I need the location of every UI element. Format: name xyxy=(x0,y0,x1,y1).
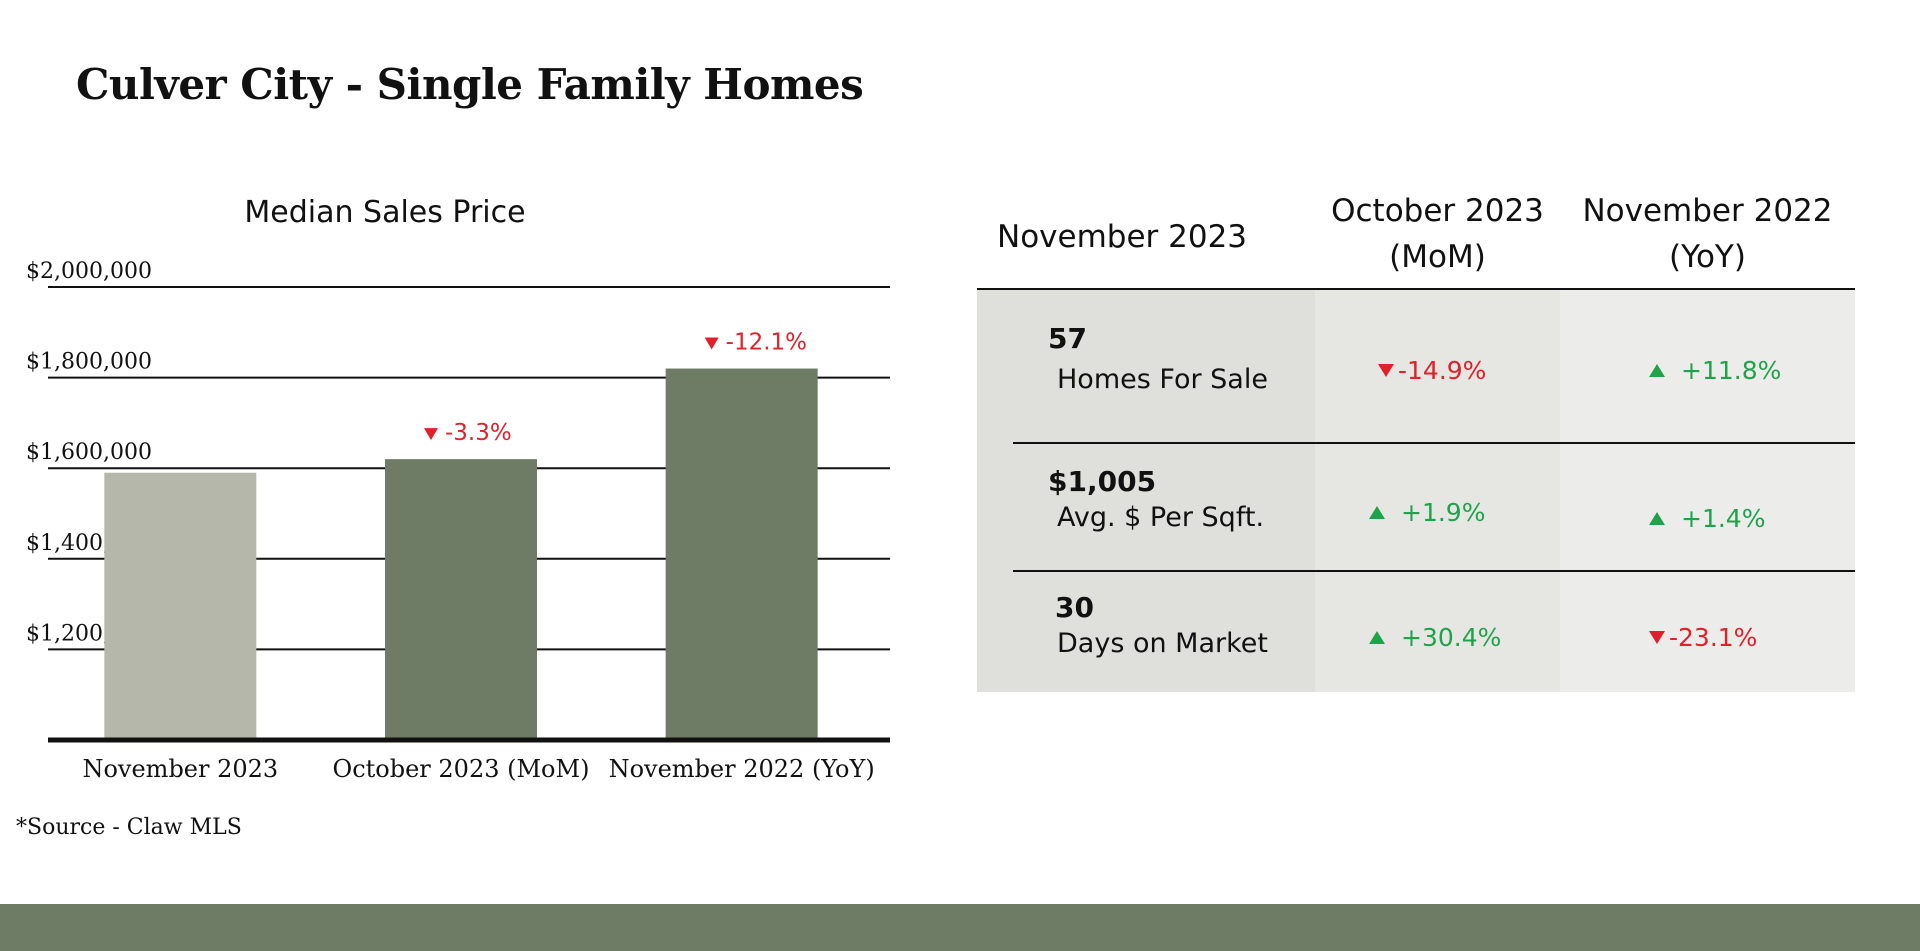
bar xyxy=(104,472,257,740)
avg-price-per-sqft-label: Avg. $ Per Sqft. xyxy=(1057,502,1265,533)
bar-change-label: -3.3% xyxy=(445,420,512,446)
column-bg-yoy xyxy=(1560,290,1855,692)
chart-svg: Median Sales Price $2,000,000 $1,800,000 $1… xyxy=(26,195,890,783)
change-value: -23.1% xyxy=(1669,623,1758,652)
arrow-down-icon xyxy=(1649,631,1665,644)
chart-title: Median Sales Price xyxy=(244,195,525,230)
header-yoy: November 2022 (YoY) xyxy=(1582,193,1833,275)
y-tick-label: $1,800,000 xyxy=(26,350,152,375)
bar xyxy=(665,368,818,740)
header-divider xyxy=(977,288,1855,290)
homes-for-sale-yoy-change: +11.8% xyxy=(1649,356,1781,385)
bar xyxy=(385,459,537,740)
avg-price-per-sqft-mom-change: +1.9% xyxy=(1369,498,1485,527)
arrow-up-icon xyxy=(1369,631,1385,644)
arrow-down-icon xyxy=(704,337,719,350)
column-bg-mom xyxy=(1315,290,1560,692)
homes-for-sale-mom-change: -14.9% xyxy=(1378,356,1486,385)
arrow-down-icon xyxy=(1378,364,1394,377)
avg-price-per-sqft-yoy-change: +1.4% xyxy=(1649,504,1765,533)
row-divider xyxy=(1013,570,1855,572)
change-value: +1.9% xyxy=(1401,498,1486,527)
arrow-up-icon xyxy=(1649,364,1665,377)
y-tick-label: $1,600,000 xyxy=(26,440,152,465)
days-on-market-yoy-change: -23.1% xyxy=(1649,623,1757,652)
change-value: +30.4% xyxy=(1401,623,1502,652)
stats-table: November 2023 October 2023 (MoM) Novembe… xyxy=(977,180,1855,692)
arrow-down-icon xyxy=(424,428,438,441)
change-value: +11.8% xyxy=(1681,356,1782,385)
footer-band xyxy=(0,904,1920,951)
column-bg-current xyxy=(977,290,1315,692)
x-tick-label: November 2023 xyxy=(82,755,278,783)
homes-for-sale-value: 57 xyxy=(1048,322,1087,355)
header-current: November 2023 xyxy=(997,219,1248,255)
arrow-up-icon xyxy=(1649,512,1665,525)
days-on-market-value: 30 xyxy=(1055,591,1094,624)
avg-price-per-sqft-value: $1,005 xyxy=(1048,465,1157,498)
source-note: *Source - Claw MLS xyxy=(16,815,242,840)
arrow-up-icon xyxy=(1369,506,1385,519)
x-tick-label: October 2023 (MoM) xyxy=(333,755,590,783)
change-value: +1.4% xyxy=(1681,504,1766,533)
x-tick-label: November 2022 (YoY) xyxy=(609,755,875,783)
median-price-chart: Median Sales Price $2,000,000 $1,800,000 $1… xyxy=(0,0,940,880)
days-on-market-label: Days on Market xyxy=(1057,628,1268,659)
header-mom: October 2023 (MoM) xyxy=(1331,193,1544,275)
homes-for-sale-label: Homes For Sale xyxy=(1057,364,1268,395)
days-on-market-mom-change: +30.4% xyxy=(1369,623,1501,652)
change-value: -14.9% xyxy=(1398,356,1487,385)
page-title: Culver City - Single Family Homes xyxy=(76,60,864,109)
bar-change-label: -12.1% xyxy=(726,330,807,356)
y-tick-label: $2,000,000 xyxy=(26,259,152,284)
row-divider xyxy=(1013,442,1855,444)
